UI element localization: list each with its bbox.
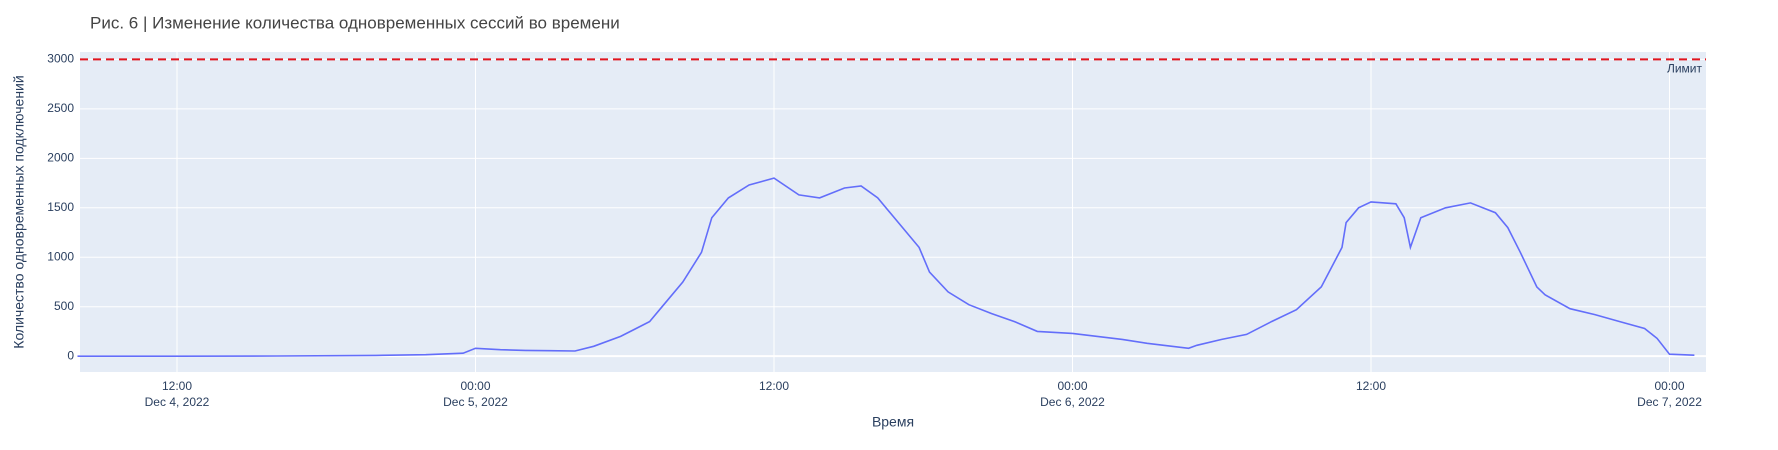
y-tick-label: 500 <box>54 299 74 313</box>
x-tick-date: Dec 4, 2022 <box>145 395 210 409</box>
x-tick-date: Dec 7, 2022 <box>1637 395 1702 409</box>
y-tick-label: 3000 <box>47 52 74 66</box>
y-tick-label: 2000 <box>47 151 74 165</box>
x-tick-label: 12:00 <box>162 379 192 393</box>
x-axis-title: Время <box>872 414 914 430</box>
x-tick-label: 00:00 <box>1057 379 1087 393</box>
y-tick-label: 1500 <box>47 200 74 214</box>
chart-title: Рис. 6 | Изменение количества одновремен… <box>90 13 620 32</box>
y-axis-title: Количество одновременных подключений <box>11 75 27 348</box>
x-tick-label: 12:00 <box>759 379 789 393</box>
x-tick-label: 12:00 <box>1356 379 1386 393</box>
x-tick-date: Dec 6, 2022 <box>1040 395 1105 409</box>
x-tick-date: Dec 5, 2022 <box>443 395 508 409</box>
y-tick-label: 1000 <box>47 249 74 263</box>
plot-background <box>80 52 1706 372</box>
x-tick-label: 00:00 <box>460 379 490 393</box>
x-tick-label: 00:00 <box>1655 379 1685 393</box>
y-tick-label: 0 <box>67 348 74 362</box>
data-line <box>77 177 1695 357</box>
y-tick-label: 2500 <box>47 101 74 115</box>
limit-label: Лимит <box>1667 62 1703 76</box>
